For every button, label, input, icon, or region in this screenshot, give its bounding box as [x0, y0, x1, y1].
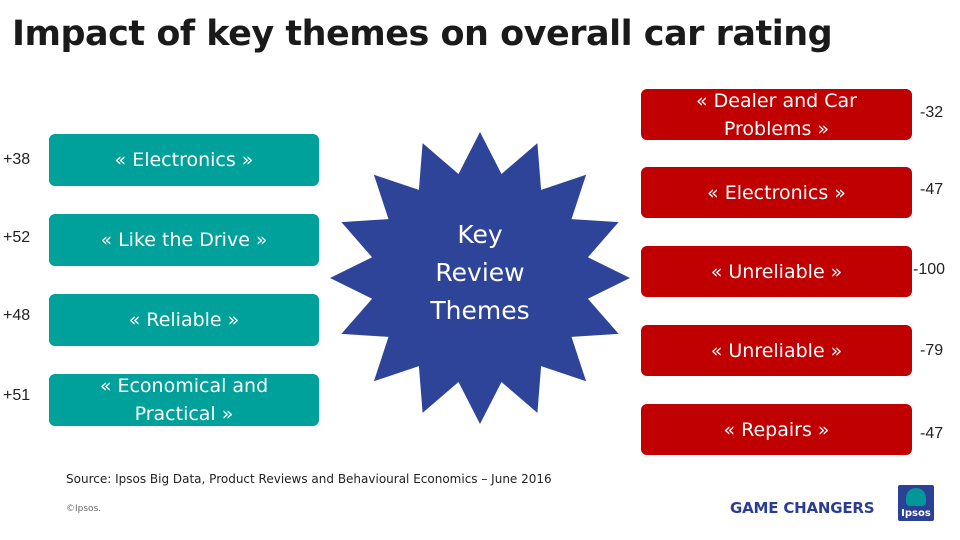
starburst-label: Key Review Themes — [329, 216, 631, 330]
positive-theme-like-the-drive: « Like the Drive » — [49, 214, 319, 266]
negative-score: -79 — [920, 342, 944, 359]
positive-score: +38 — [3, 151, 31, 168]
negative-theme-dealer-car-problems: « Dealer and Car Problems » — [641, 89, 912, 140]
page-title: Impact of key themes on overall car rati… — [12, 14, 833, 54]
positive-score: +52 — [3, 229, 31, 246]
negative-theme-repairs: « Repairs » — [641, 404, 912, 455]
source-note: Source: Ipsos Big Data, Product Reviews … — [66, 472, 552, 486]
key-review-themes-starburst: Key Review Themes — [329, 130, 631, 426]
negative-theme-unreliable: « Unreliable » — [641, 325, 912, 376]
negative-score: -100 — [913, 261, 946, 278]
ipsos-logo: Ipsos — [898, 485, 934, 521]
copyright: ©Ipsos. — [66, 504, 102, 514]
positive-score: +51 — [3, 387, 31, 404]
positive-theme-economical-practical: « Economical and Practical » — [49, 374, 319, 426]
positive-score: +48 — [3, 307, 31, 324]
starburst-line: Review — [435, 258, 525, 287]
starburst-line: Key — [457, 220, 503, 249]
negative-score: -32 — [920, 104, 944, 121]
negative-theme-unreliable: « Unreliable » — [641, 246, 912, 297]
logo-swoosh — [906, 488, 926, 506]
starburst-line: Themes — [430, 296, 530, 325]
logo-text: Ipsos — [901, 508, 931, 519]
negative-score: -47 — [920, 425, 944, 442]
game-changers-tagline: GAME CHANGERS — [730, 499, 875, 517]
starburst-polygon — [330, 132, 630, 424]
starburst-shape — [330, 132, 630, 424]
negative-score: -47 — [920, 181, 944, 198]
positive-theme-reliable: « Reliable » — [49, 294, 319, 346]
positive-theme-electronics: « Electronics » — [49, 134, 319, 186]
negative-theme-electronics: « Electronics » — [641, 167, 912, 218]
